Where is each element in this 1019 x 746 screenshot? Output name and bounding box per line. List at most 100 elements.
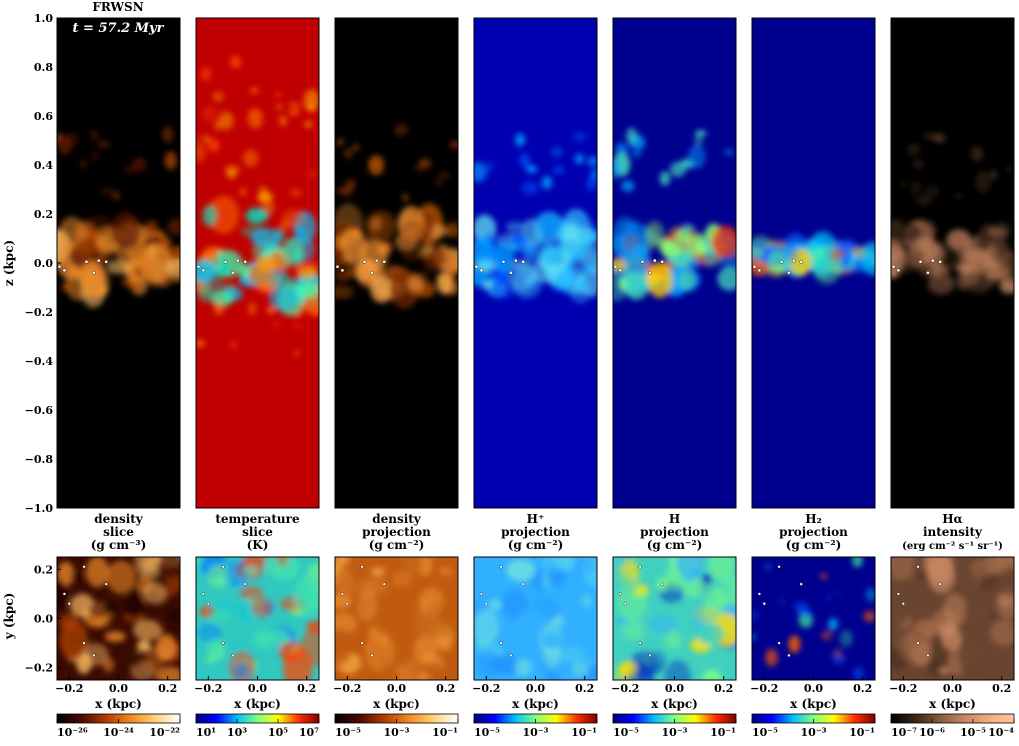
gas-structure: [587, 156, 597, 167]
gas-structure: [70, 570, 85, 583]
gas-structure: [142, 582, 167, 604]
star-particle: [345, 602, 349, 606]
gas-structure: [613, 159, 621, 180]
gas-structure: [767, 250, 788, 274]
xy-map-4: [474, 557, 597, 680]
gas-layer: [335, 123, 458, 309]
gas-structure: [490, 655, 521, 675]
gas-structure: [1006, 166, 1014, 173]
star-particle: [640, 259, 645, 264]
star-particle: [243, 582, 247, 586]
gas-structure: [561, 641, 584, 667]
star-particle: [221, 565, 225, 569]
gas-structure: [97, 140, 111, 149]
star-particle: [499, 641, 503, 645]
star-particle: [370, 270, 374, 275]
gas-structure: [493, 242, 515, 274]
gas-structure: [419, 158, 431, 169]
gas-structure: [975, 170, 991, 193]
gas-structure: [704, 586, 725, 612]
xz-map-5: [613, 18, 736, 508]
gas-structure: [633, 244, 647, 257]
colorbar-tick-label: 10¹: [196, 726, 216, 739]
map-frame: [334, 17, 459, 509]
star-particle: [235, 258, 240, 263]
gas-structure: [938, 621, 956, 637]
xy-map-5: [613, 557, 736, 680]
colorbar-tick-label: 10⁻²⁴: [103, 726, 134, 739]
star-particle: [82, 641, 86, 645]
x-tick-label: −0.2: [889, 682, 917, 695]
y-axis-label: y (kpc): [2, 593, 16, 641]
gas-structure: [794, 602, 809, 614]
star-particle: [901, 602, 905, 606]
gas-structure: [832, 653, 846, 665]
gas-structure: [955, 193, 963, 200]
gas-structure: [572, 132, 587, 142]
gas-structure: [578, 230, 597, 245]
panel-title-line: (g cm⁻³): [91, 538, 147, 552]
gas-structure: [335, 246, 346, 271]
gas-structure: [711, 225, 736, 258]
star-particle: [362, 259, 367, 264]
colorbar-tick-label: 10⁻¹: [432, 726, 458, 739]
star-particle: [521, 259, 526, 264]
gas-structure: [367, 230, 379, 243]
star-particle: [521, 582, 525, 586]
gas-structure: [196, 557, 204, 565]
gas-structure: [477, 260, 496, 272]
panel-title-line: (g cm⁻²): [786, 538, 842, 552]
gas-structure: [218, 111, 234, 130]
gas-layer: [613, 127, 736, 302]
gas-structure: [201, 105, 217, 121]
star-particle: [243, 259, 247, 264]
star-particle: [623, 602, 627, 606]
xy-map-2: [196, 557, 319, 680]
star-particle: [660, 259, 665, 264]
colorbar-tick-label: 10³: [227, 726, 247, 739]
gas-layer: [474, 132, 597, 304]
gas-structure: [859, 241, 875, 276]
gas-structure: [924, 184, 940, 200]
star-particle: [84, 259, 89, 264]
gas-structure: [449, 140, 458, 149]
gas-structure: [155, 666, 180, 680]
gas-layer: [891, 557, 1014, 677]
gas-structure: [526, 609, 547, 637]
gas-structure: [701, 573, 713, 584]
panel-title-line: slice: [242, 525, 273, 539]
x-tick-label: −0.2: [194, 682, 222, 695]
gas-structure: [388, 624, 405, 643]
gas-structure: [691, 608, 706, 630]
gas-structure: [257, 191, 273, 204]
gas-structure: [541, 632, 563, 649]
gas-structure: [582, 260, 594, 275]
gas-structure: [439, 567, 453, 576]
gas-structure: [828, 618, 839, 630]
gas-structure: [907, 143, 920, 156]
gas-structure: [197, 622, 222, 643]
colorbar-tick-label: 10⁷: [299, 726, 319, 739]
gas-structure: [545, 672, 561, 680]
gas-structure: [474, 236, 495, 266]
gas-structure: [865, 587, 875, 602]
gas-structure: [987, 227, 1007, 238]
gas-structure: [344, 148, 353, 159]
gas-structure: [826, 595, 831, 600]
gas-structure: [819, 573, 828, 579]
star-particle: [792, 258, 796, 263]
gas-structure: [197, 282, 213, 304]
gas-structure: [664, 660, 692, 680]
star-particle: [104, 259, 108, 264]
star-particle: [501, 259, 506, 264]
gas-structure: [585, 177, 597, 191]
x-tick-label: 0.2: [158, 682, 177, 695]
gas-structure: [224, 560, 250, 588]
gas-structure: [214, 302, 224, 316]
star-particle: [757, 268, 762, 273]
star-particle: [484, 602, 488, 606]
x-tick-label: −0.2: [472, 682, 500, 695]
